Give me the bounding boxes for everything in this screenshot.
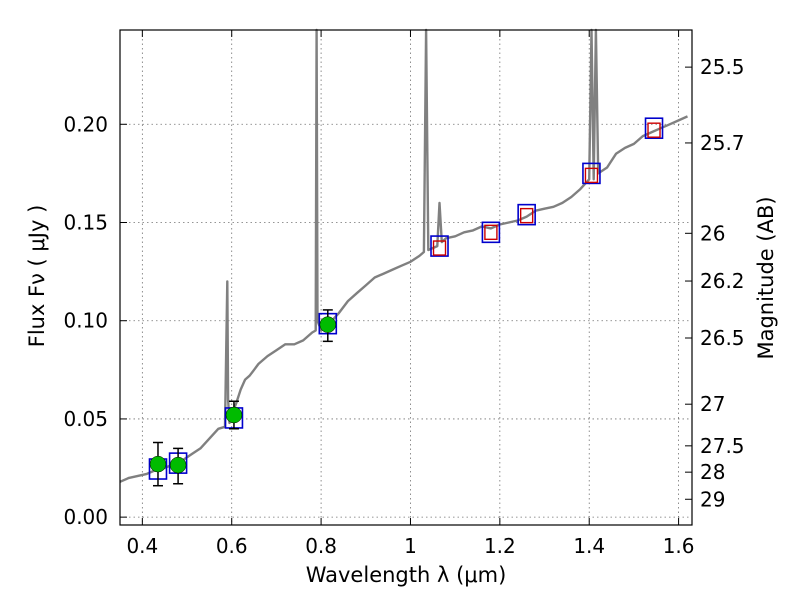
photometry-box: [584, 167, 599, 184]
photometry-box: [484, 224, 498, 241]
spectrum-series: [119, 28, 688, 483]
right-tick-label: 25.7: [700, 131, 745, 155]
photometry-box: [519, 207, 534, 224]
x-tick-label: 1.6: [663, 534, 695, 558]
x-axis-label: Wavelength λ (μm): [306, 563, 507, 587]
x-tick-label: 0.6: [216, 534, 248, 558]
x-tick-labels: 0.4 0.6 0.8 1 1.2 1.4 1.6: [126, 534, 694, 558]
y-tick-labels: 0.00 0.05 0.10 0.15 0.20: [63, 112, 108, 529]
photometry-boxes: [432, 122, 661, 256]
right-tick-labels: 25.5 25.7 26 26.2 26.5 27 27.528 29: [700, 55, 745, 511]
right-tick-label: 27.5: [700, 434, 745, 458]
right-tick-label: 28: [700, 460, 725, 484]
model-box: [481, 221, 501, 244]
x-tick-label: 0.8: [305, 534, 337, 558]
y-axis-label-right: Magnitude (AB): [754, 196, 778, 359]
model-box: [430, 235, 449, 257]
observed-points: [149, 309, 337, 487]
y-tick-label: 0.00: [63, 505, 108, 529]
right-tick-label: 26.5: [700, 326, 745, 350]
observed-point: [149, 455, 167, 473]
observed-point: [225, 406, 243, 424]
model-box: [582, 162, 601, 185]
right-tick-label: 26.2: [700, 269, 745, 293]
y-tick-label: 0.05: [63, 407, 108, 431]
axis-ticks: [120, 30, 692, 525]
photometry-box: [432, 240, 447, 256]
right-tick-label: 26: [700, 221, 725, 245]
model-box: [517, 203, 536, 226]
grid: [120, 30, 692, 525]
plot-frame: [119, 29, 693, 526]
right-tick-label: 27: [700, 392, 725, 416]
photometry-box: [647, 122, 661, 138]
spectrum-line: [119, 28, 688, 483]
observed-point: [169, 456, 187, 474]
right-tick-label: 25.5: [700, 55, 745, 79]
x-tick-label: 1.4: [573, 534, 605, 558]
observed-point: [319, 316, 337, 333]
model-box: [644, 117, 664, 140]
x-tick-label: 1: [404, 534, 417, 558]
right-tick-label: 29: [700, 487, 725, 511]
y-axis-label: Flux Fν ( μJy ): [25, 205, 49, 348]
y-tick-label: 0.20: [63, 112, 108, 136]
x-tick-label: 0.4: [126, 534, 158, 558]
x-tick-label: 1.2: [484, 534, 516, 558]
y-tick-label: 0.15: [63, 211, 108, 235]
y-tick-label: 0.10: [63, 309, 108, 333]
